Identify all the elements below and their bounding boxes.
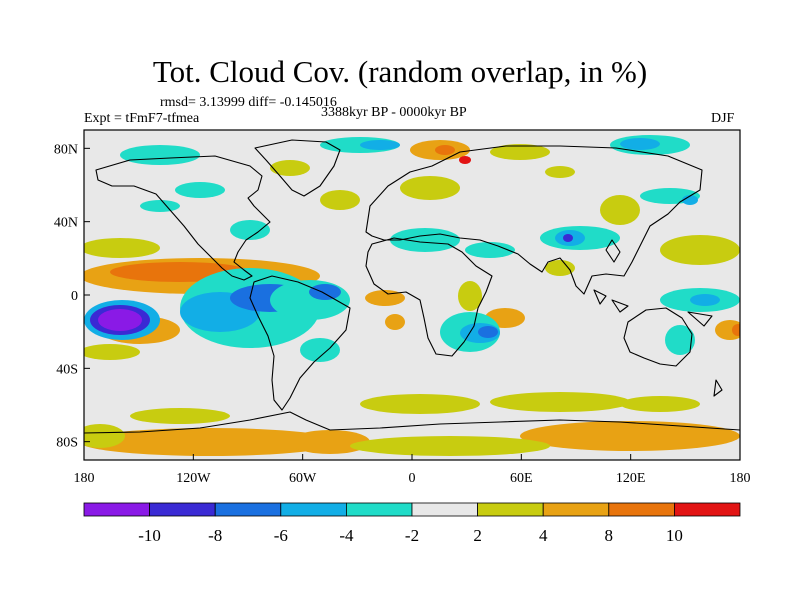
islands-coast bbox=[593, 239, 723, 397]
colorbar-segment-3 bbox=[280, 502, 347, 517]
greenland-coast bbox=[254, 139, 341, 197]
anomaly-blob-26 bbox=[465, 242, 515, 258]
anomaly-blob-40 bbox=[682, 195, 698, 205]
x-tick-label-6: 180 bbox=[730, 471, 751, 486]
anomaly-blob-48 bbox=[120, 145, 200, 165]
season-label: DJF bbox=[711, 111, 735, 126]
anomaly-blob-35 bbox=[660, 235, 740, 265]
x-tick-label-0: 180 bbox=[74, 471, 95, 486]
anomaly-blob-16 bbox=[385, 314, 405, 330]
anomaly-blob-51 bbox=[545, 166, 575, 178]
anomaly-blob-12 bbox=[98, 309, 142, 331]
anomaly-blob-30 bbox=[665, 325, 695, 355]
colorbar-segment-6 bbox=[477, 502, 544, 517]
colorbar-segment-2 bbox=[214, 502, 282, 517]
x-tick-label-1: 120W bbox=[176, 471, 211, 486]
anomaly-blob-36 bbox=[320, 190, 360, 210]
north-america-coast bbox=[95, 155, 271, 281]
anomaly-blob-27 bbox=[230, 220, 270, 240]
anomaly-blob-21 bbox=[478, 326, 498, 338]
anomaly-blob-38 bbox=[140, 200, 180, 212]
colorbar-label-4: -2 bbox=[405, 526, 419, 545]
anomaly-blob-3 bbox=[84, 238, 160, 258]
anomaly-blob-54 bbox=[620, 396, 700, 412]
colorbar-segment-9 bbox=[674, 502, 741, 517]
eurasia-coast bbox=[365, 145, 703, 295]
africa-coast bbox=[365, 237, 493, 357]
axis-ticks: 180 120W 60W 0 60E 120E 180 80N 40N 0 40S 80S bbox=[54, 142, 751, 486]
anomaly-blob-57 bbox=[290, 430, 370, 454]
anomaly-blob-29 bbox=[690, 294, 720, 306]
anomaly-field bbox=[84, 135, 740, 456]
anomaly-blob-4 bbox=[84, 344, 140, 360]
anomaly-blob-32 bbox=[732, 324, 740, 336]
anomaly-blob-58 bbox=[350, 436, 550, 456]
anomaly-blob-8 bbox=[270, 280, 350, 320]
anomaly-blob-55 bbox=[520, 421, 740, 451]
anomaly-blob-59 bbox=[130, 408, 230, 424]
anomaly-blob-43 bbox=[459, 156, 471, 164]
anomaly-blob-37 bbox=[175, 182, 225, 198]
antarctica-coast bbox=[84, 411, 740, 434]
anomaly-blob-18 bbox=[545, 260, 575, 276]
colorbar-segment-0 bbox=[83, 502, 150, 517]
y-tick-label-2: 0 bbox=[71, 289, 78, 304]
x-tick-label-2: 60W bbox=[289, 471, 317, 486]
anomaly-blob-53 bbox=[490, 392, 630, 412]
anomaly-blob-31 bbox=[715, 320, 740, 340]
anomaly-blob-14 bbox=[365, 290, 405, 306]
period-label: 3388kyr BP - 0000kyr BP bbox=[321, 105, 467, 120]
colorbar-segment-5 bbox=[411, 502, 478, 517]
anomaly-blob-56 bbox=[84, 428, 340, 456]
y-tick-label-4: 80S bbox=[56, 436, 78, 451]
y-tick-label-0: 80N bbox=[54, 142, 78, 157]
y-tick-label-1: 40N bbox=[54, 216, 78, 231]
anomaly-blob-13 bbox=[300, 338, 340, 362]
south-america-coast bbox=[249, 275, 351, 411]
anomaly-blob-17 bbox=[458, 281, 482, 311]
stats-label: rmsd= 3.13999 diff= -0.145016 bbox=[160, 95, 337, 110]
australia-coast bbox=[623, 307, 693, 367]
anomaly-blob-45 bbox=[360, 140, 400, 150]
colorbar-segment-1 bbox=[149, 502, 216, 517]
colorbar-segment-4 bbox=[345, 502, 413, 517]
chart-title: Tot. Cloud Cov. (random overlap, in %) bbox=[152, 54, 648, 89]
anomaly-blob-60 bbox=[84, 424, 125, 448]
colorbar-label-7: 8 bbox=[605, 526, 614, 545]
anomaly-blob-49 bbox=[490, 144, 550, 160]
colorbar: -10 -8 -6 -4 -2 2 4 8 10 bbox=[83, 502, 741, 545]
colorbar-label-6: 4 bbox=[539, 526, 548, 545]
anomaly-blob-34 bbox=[600, 195, 640, 225]
anomaly-blob-9 bbox=[309, 284, 341, 300]
anomaly-blob-42 bbox=[435, 145, 455, 155]
coastlines bbox=[84, 139, 740, 434]
colorbar-label-8: 10 bbox=[666, 526, 683, 545]
x-tick-label-4: 60E bbox=[510, 471, 533, 486]
colorbar-label-5: 2 bbox=[473, 526, 482, 545]
x-tick-label-3: 0 bbox=[409, 471, 416, 486]
anomaly-blob-50 bbox=[270, 160, 310, 176]
colorbar-label-2: -6 bbox=[274, 526, 288, 545]
colorbar-segment-7 bbox=[542, 502, 610, 517]
anomaly-blob-25 bbox=[563, 234, 573, 242]
colorbar-label-0: -10 bbox=[138, 526, 161, 545]
x-tick-label-5: 120E bbox=[616, 471, 646, 486]
colorbar-label-3: -4 bbox=[339, 526, 354, 545]
anomaly-blob-52 bbox=[360, 394, 480, 414]
colorbar-label-1: -8 bbox=[208, 526, 222, 545]
experiment-label: Expt = tFmF7-tfmea bbox=[84, 111, 200, 126]
colorbar-segment-8 bbox=[608, 502, 675, 517]
anomaly-blob-33 bbox=[400, 176, 460, 200]
y-tick-label-3: 40S bbox=[56, 362, 78, 377]
anomaly-blob-47 bbox=[620, 138, 660, 150]
